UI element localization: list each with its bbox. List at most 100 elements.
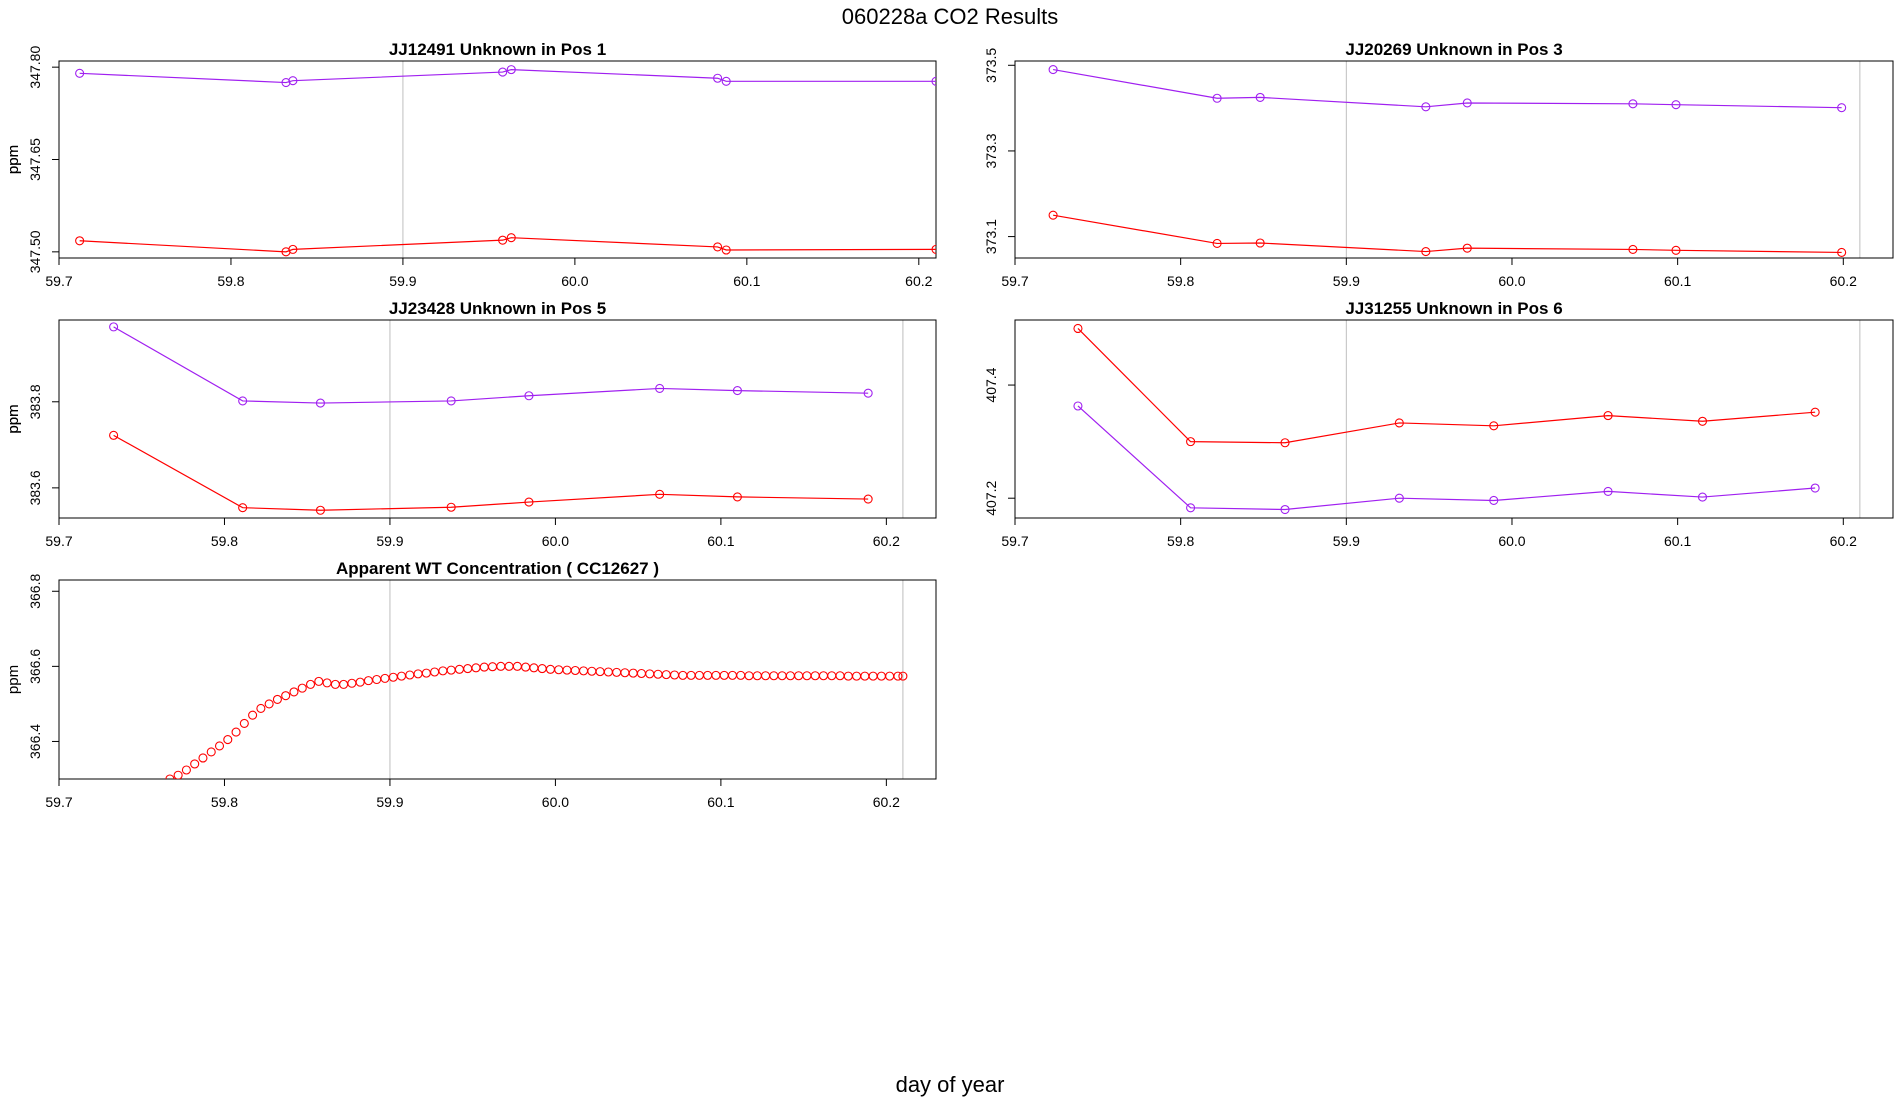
data-point-red bbox=[248, 710, 258, 720]
x-tick-label: 59.7 bbox=[45, 794, 72, 810]
y-tick-label: 407.2 bbox=[983, 480, 999, 515]
y-tick-label: 347.65 bbox=[27, 138, 43, 181]
y-axis-label: ppm bbox=[5, 145, 22, 174]
data-point-red bbox=[214, 741, 225, 751]
plot-frame bbox=[58, 579, 937, 780]
x-tick-label: 60.1 bbox=[1664, 533, 1691, 549]
data-point-purple bbox=[238, 396, 248, 406]
x-tick-label: 59.8 bbox=[211, 794, 238, 810]
data-point-red bbox=[1671, 245, 1681, 255]
data-point-purple bbox=[1394, 493, 1404, 503]
data-point-red bbox=[314, 676, 324, 686]
panel-4: JJ31255 Unknown in Pos 6 59.7 59.8 59.9 60.0… bbox=[5, 299, 1894, 549]
data-point-red bbox=[206, 747, 216, 757]
series-line-red bbox=[113, 434, 869, 511]
data-point-red bbox=[498, 235, 508, 245]
data-point-red bbox=[231, 727, 241, 737]
data-point-red bbox=[562, 665, 572, 675]
series-line-red bbox=[1053, 214, 1842, 254]
data-point-red bbox=[721, 245, 731, 255]
data-point-purple bbox=[446, 396, 456, 406]
data-point-red bbox=[305, 679, 316, 689]
data-point-red bbox=[281, 691, 291, 701]
data-point-red bbox=[537, 664, 547, 674]
data-point-red bbox=[595, 667, 605, 677]
data-point-purple bbox=[931, 76, 936, 86]
y-tick-label: 366.8 bbox=[27, 574, 43, 609]
data-point-red bbox=[876, 671, 886, 681]
data-point-purple bbox=[75, 68, 85, 78]
data-point-red bbox=[1255, 238, 1265, 248]
data-point-purple bbox=[1255, 92, 1265, 102]
data-point-red bbox=[297, 683, 307, 693]
series-line-red bbox=[1077, 328, 1816, 444]
y-tick-label: 373.5 bbox=[983, 48, 999, 83]
panel-title: JJ31255 Unknown in Pos 6 bbox=[1345, 299, 1562, 318]
data-point-purple bbox=[732, 386, 742, 396]
panel-3: JJ23428 Unknown in Pos 5 59.7 59.8 59.9 60.0… bbox=[5, 299, 937, 549]
data-point-red bbox=[1048, 210, 1058, 220]
data-point-red bbox=[238, 503, 248, 513]
data-point-red bbox=[1073, 323, 1083, 334]
x-tick-label: 60.1 bbox=[733, 273, 760, 289]
x-tick-label: 60.0 bbox=[542, 794, 569, 810]
data-point-red bbox=[446, 502, 456, 512]
data-point-purple bbox=[1837, 103, 1847, 113]
panel-2: JJ20269 Unknown in Pos 3 59.7 59.8 59.9 60.0… bbox=[5, 40, 1894, 289]
data-point-red bbox=[694, 670, 704, 680]
data-point-red bbox=[173, 770, 183, 779]
data-point-red bbox=[405, 670, 415, 680]
y-tick-label: 347.80 bbox=[27, 46, 43, 89]
y-tick-label: 373.1 bbox=[983, 219, 999, 254]
data-point-red bbox=[223, 735, 233, 745]
data-point-purple bbox=[863, 388, 873, 398]
data-point-red bbox=[653, 669, 663, 679]
data-point-red bbox=[524, 497, 534, 507]
data-point-red bbox=[686, 670, 696, 680]
y-axis-label: ppm bbox=[5, 145, 22, 174]
data-point-red bbox=[322, 678, 332, 688]
y-tick-label: 383.6 bbox=[27, 470, 43, 505]
x-tick-label: 59.8 bbox=[1167, 533, 1194, 549]
data-point-red bbox=[843, 671, 853, 681]
data-point-red bbox=[256, 703, 266, 713]
x-tick-label: 59.7 bbox=[45, 533, 72, 549]
data-point-red bbox=[885, 671, 895, 681]
data-point-red bbox=[655, 489, 665, 499]
y-tick-label: 366.4 bbox=[27, 724, 43, 759]
data-point-red bbox=[578, 666, 589, 676]
x-tick-label: 59.7 bbox=[1001, 273, 1028, 289]
data-point-red bbox=[198, 753, 208, 763]
x-tick-label: 59.9 bbox=[1333, 273, 1360, 289]
data-point-red bbox=[363, 676, 373, 686]
data-point-red bbox=[479, 662, 489, 672]
plot-frame bbox=[58, 319, 937, 519]
x-tick-label: 60.1 bbox=[707, 533, 734, 549]
panel-5: Apparent WT Concentration ( CC12627 ) 59.… bbox=[5, 559, 937, 810]
data-point-purple bbox=[1628, 99, 1638, 109]
data-point-red bbox=[347, 678, 357, 688]
x-tick-label: 60.0 bbox=[542, 533, 569, 549]
data-point-red bbox=[769, 671, 779, 681]
x-tick-label: 59.8 bbox=[1167, 273, 1194, 289]
panel-title: JJ12491 Unknown in Pos 1 bbox=[389, 40, 606, 59]
x-tick-label: 59.8 bbox=[217, 273, 244, 289]
data-point-red bbox=[863, 494, 873, 504]
data-point-red bbox=[931, 244, 936, 254]
figure-xlabel: day of year bbox=[895, 1072, 1005, 1097]
data-point-red bbox=[421, 668, 431, 678]
data-point-purple bbox=[1073, 401, 1083, 411]
data-point-red bbox=[587, 666, 597, 676]
data-point-red bbox=[181, 765, 191, 775]
data-point-red bbox=[810, 671, 820, 681]
y-tick-label: 383.8 bbox=[27, 384, 43, 419]
x-tick-label: 59.9 bbox=[376, 533, 403, 549]
data-point-red bbox=[554, 665, 564, 675]
y-axis-label: ppm bbox=[5, 404, 22, 433]
data-point-red bbox=[1421, 247, 1431, 257]
plot-frame bbox=[58, 60, 937, 259]
data-point-purple bbox=[1603, 486, 1613, 496]
x-tick-label: 59.8 bbox=[211, 533, 238, 549]
series-line-purple bbox=[1052, 68, 1842, 109]
series-line-purple bbox=[1077, 405, 1816, 511]
